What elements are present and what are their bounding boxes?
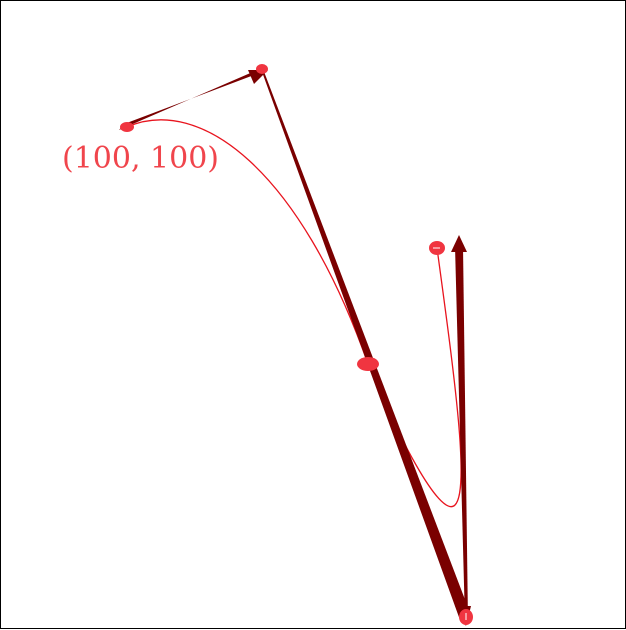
start-point-label: (100, 100) [62, 141, 219, 176]
tangent-line-2 [261, 69, 472, 620]
tangent-line-1 [119, 68, 262, 130]
control-point-handle-1[interactable] [256, 64, 268, 74]
tangent-line-3 [455, 246, 468, 622]
bezier-curve-segment-1 [126, 119, 369, 365]
control-point-mid[interactable] [357, 357, 379, 371]
tangent-arrowhead-3 [451, 235, 467, 252]
control-point-start[interactable] [120, 122, 134, 132]
